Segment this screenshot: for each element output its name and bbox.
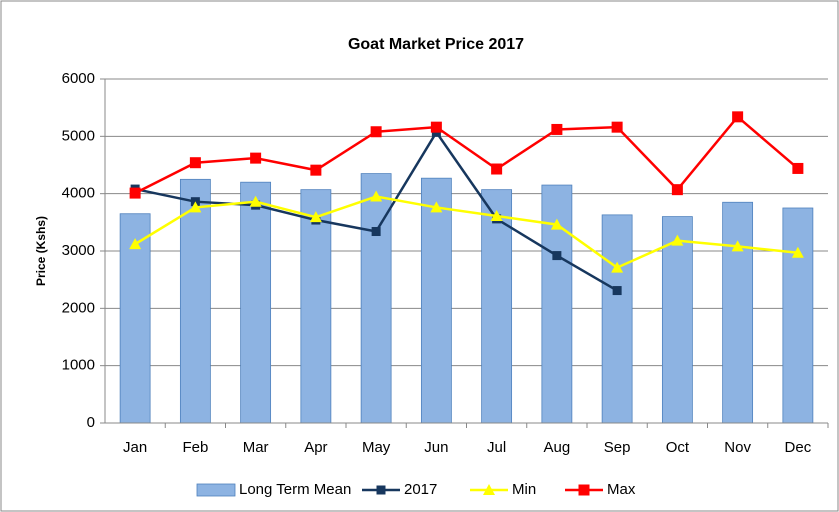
legend-marker	[578, 484, 590, 496]
y-tick-label: 4000	[62, 185, 95, 202]
point	[671, 184, 683, 196]
point	[430, 121, 442, 133]
legend-label: Min	[512, 481, 536, 498]
x-tick-label: Mar	[243, 439, 269, 456]
point	[310, 164, 322, 176]
bar	[300, 189, 332, 424]
point	[671, 234, 684, 246]
point	[791, 246, 804, 258]
x-tick-label: Oct	[666, 439, 690, 456]
y-tick-label: 0	[87, 414, 95, 431]
y-tick-label: 5000	[62, 127, 95, 144]
point	[551, 123, 563, 135]
y-tick-label: 1000	[62, 357, 95, 374]
point	[490, 210, 503, 222]
point	[371, 227, 381, 237]
point	[370, 126, 382, 138]
x-tick-label: Jan	[123, 439, 147, 456]
bar	[179, 178, 211, 424]
y-tick-label: 2000	[62, 299, 95, 316]
legend-swatch	[196, 483, 236, 497]
point	[249, 195, 262, 207]
point	[792, 162, 804, 174]
point	[731, 240, 744, 252]
line	[134, 195, 799, 270]
bar	[420, 177, 452, 424]
point	[309, 211, 322, 223]
legend-label: Max	[607, 481, 636, 498]
point	[189, 201, 202, 213]
legend-marker	[483, 484, 495, 495]
chart-title: Goat Market Price 2017	[348, 36, 524, 53]
legend-label: Long Term Mean	[239, 481, 351, 498]
bar	[661, 216, 693, 424]
legend-label: 2017	[404, 481, 437, 498]
y-tick-label: 3000	[62, 242, 95, 259]
point	[189, 157, 201, 169]
x-tick-label: Aug	[544, 439, 571, 456]
x-tick-label: Nov	[724, 439, 751, 456]
point	[732, 111, 744, 123]
bar	[601, 214, 633, 424]
point	[552, 251, 562, 261]
bar	[782, 207, 814, 424]
y-tick-label: 6000	[62, 70, 95, 87]
point	[370, 190, 383, 202]
x-tick-label: Jul	[487, 439, 506, 456]
point	[611, 121, 623, 133]
legend-marker	[376, 485, 386, 495]
point	[430, 201, 443, 213]
bar	[481, 189, 513, 424]
x-tick-label: Sep	[604, 439, 631, 456]
point	[129, 187, 141, 199]
bar	[360, 173, 392, 424]
point	[250, 152, 262, 164]
x-tick-label: Feb	[182, 439, 208, 456]
point	[612, 286, 622, 296]
bar	[240, 181, 272, 424]
line	[134, 115, 799, 195]
y-axis-title: Price (Kshs)	[34, 216, 48, 286]
x-tick-label: May	[362, 439, 391, 456]
x-tick-label: Apr	[304, 439, 327, 456]
bar	[722, 201, 754, 424]
point	[611, 261, 624, 273]
point	[491, 163, 503, 175]
point	[129, 238, 142, 250]
x-tick-label: Dec	[785, 439, 812, 456]
point	[550, 218, 563, 230]
x-tick-label: Jun	[424, 439, 448, 456]
